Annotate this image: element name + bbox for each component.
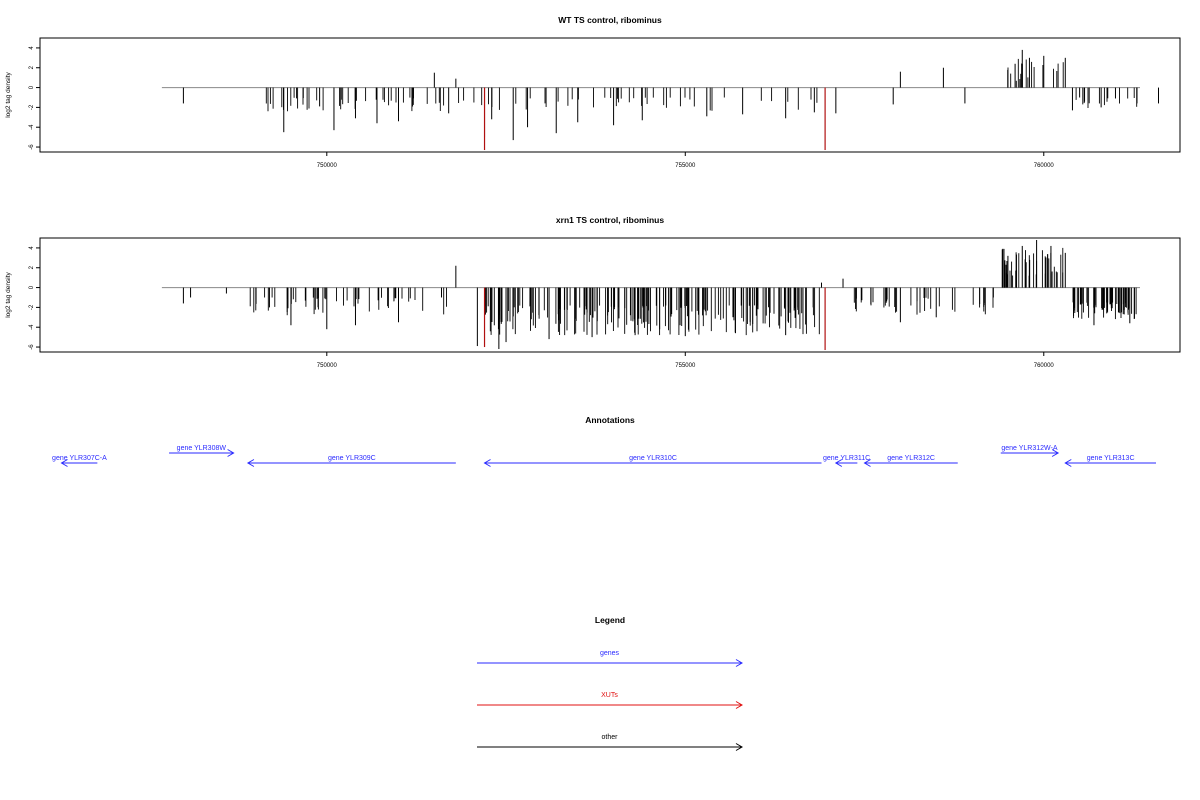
gene-annotation: gene YLR310C <box>483 455 822 467</box>
gene-label: gene YLR312C <box>887 455 935 462</box>
legend-items: genes XUTs other <box>477 650 743 751</box>
legend-item: genes <box>477 650 743 667</box>
y-tick-label: 0 <box>29 285 35 289</box>
gene-annotation: gene YLR311C <box>823 455 870 467</box>
gene-arrows: gene YLR307C-A gene YLR308W gene YLR309C ge… <box>52 445 1156 467</box>
gene-annotation: gene YLR308W <box>169 445 235 457</box>
legend-label: other <box>602 734 619 741</box>
gene-label: gene YLR308W <box>177 445 227 452</box>
y-tick-label: -6 <box>29 344 35 350</box>
legend-label: XUTs <box>601 692 618 699</box>
gene-label: gene YLR312W-A <box>1001 445 1057 452</box>
legend-label: genes <box>600 650 620 657</box>
annotations-title: Annotations <box>585 415 635 425</box>
panel-title: xrn1 TS control, ribominus <box>556 215 664 225</box>
y-tick-label: -4 <box>29 324 35 330</box>
panel-title: WT TS control, ribominus <box>558 15 662 25</box>
gene-annotation: gene YLR313C <box>1064 455 1156 467</box>
x-tick-label: 760000 <box>1034 163 1055 169</box>
legend-item: other <box>477 734 743 751</box>
panel-xrn1-ts-control: xrn1 TS control, ribominus log2 tag dens… <box>5 215 1181 369</box>
panel-wt-ts-control: WT TS control, ribominus log2 tag densit… <box>5 15 1181 169</box>
y-tick-label: 2 <box>29 265 35 269</box>
gene-annotation: gene YLR312C <box>863 455 958 467</box>
x-tick-label: 755000 <box>675 363 696 369</box>
x-tick-label: 750000 <box>317 363 338 369</box>
gene-annotation: gene YLR309C <box>246 455 456 467</box>
y-tick-label: -2 <box>29 304 35 310</box>
legend-title: Legend <box>595 615 625 625</box>
y-tick-label: -2 <box>29 104 35 110</box>
y-tick-label: -6 <box>29 144 35 150</box>
gene-label: gene YLR313C <box>1087 455 1135 462</box>
bar-series <box>161 49 1159 151</box>
x-tick-label: 750000 <box>317 163 338 169</box>
axes: -6 -4 -2 0 2 4 750000 755000 760000 <box>29 246 1054 369</box>
axes: -6 -4 -2 0 2 4 750000 755000 760000 <box>29 46 1054 169</box>
gene-annotation: gene YLR312W-A <box>1000 445 1060 457</box>
plot-frame <box>39 37 1181 153</box>
plot-frame <box>39 237 1181 353</box>
y-tick-label: 0 <box>29 85 35 89</box>
y-tick-label: 4 <box>29 246 35 250</box>
gene-label: gene YLR311C <box>823 455 870 462</box>
gene-label: gene YLR310C <box>629 455 677 462</box>
gene-annotation: gene YLR307C-A <box>52 455 107 467</box>
gene-label: gene YLR309C <box>328 455 376 462</box>
y-tick-label: 2 <box>29 65 35 69</box>
x-tick-label: 755000 <box>675 163 696 169</box>
bar-series <box>161 239 1181 351</box>
y-axis-label: log2 tag density <box>5 71 12 117</box>
legend: Legend genes XUTs other <box>477 615 743 751</box>
legend-item: XUTs <box>477 692 743 709</box>
y-axis-label: log2 tag density <box>5 271 12 317</box>
y-tick-label: -4 <box>29 124 35 130</box>
x-tick-label: 760000 <box>1034 363 1055 369</box>
gene-label: gene YLR307C-A <box>52 455 107 462</box>
y-tick-label: 4 <box>29 46 35 50</box>
